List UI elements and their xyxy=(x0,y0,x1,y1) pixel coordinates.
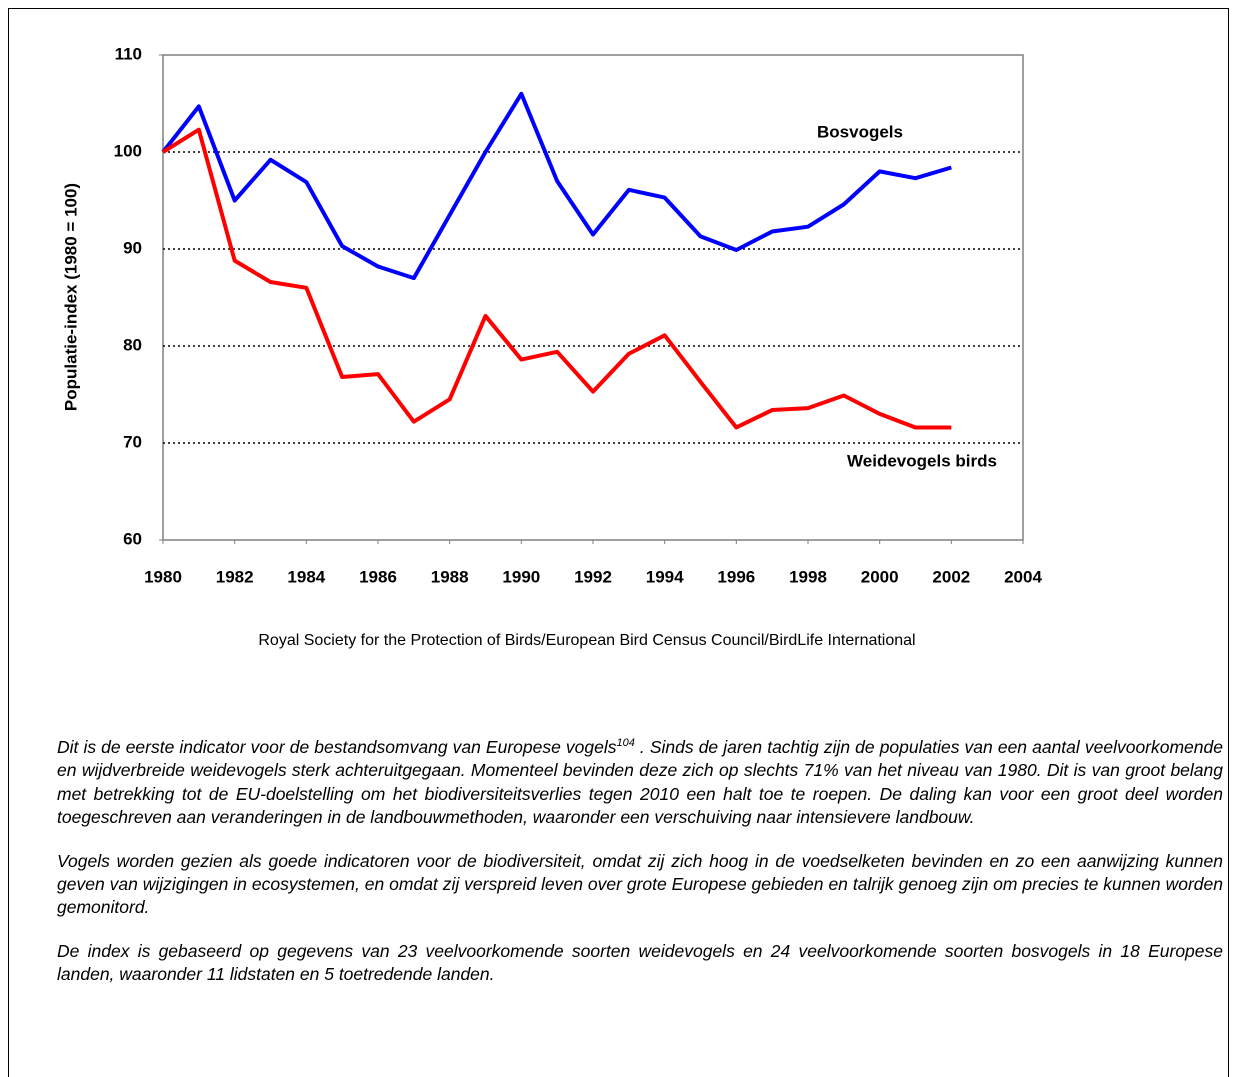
frame xyxy=(8,8,1229,1077)
y-tick-label: 80 xyxy=(123,335,142,354)
paragraph: Dit is de eerste indicator voor de besta… xyxy=(57,736,1223,830)
superscript: 104 xyxy=(616,737,635,750)
x-tick-label: 2004 xyxy=(1004,567,1042,586)
paragraph: De index is gebaseerd op gegevens van 23… xyxy=(57,940,1223,985)
y-tick-label: 110 xyxy=(115,44,142,63)
x-tick-label: 1990 xyxy=(502,567,540,586)
series-label: Weidevogels birds xyxy=(847,451,997,470)
x-tick-label: 1998 xyxy=(789,567,827,586)
source: Royal Society for the Protection of Bird… xyxy=(258,632,915,649)
chart: Royal Society for the Protection of Bird… xyxy=(61,44,1042,649)
series-label: Bosvogels xyxy=(817,122,903,141)
notes: Dit is de eerste indicator voor de besta… xyxy=(57,736,1223,1007)
x-tick-label: 1986 xyxy=(359,567,397,586)
x-tick-label: 1996 xyxy=(717,567,755,586)
y-tick-label: 90 xyxy=(123,238,142,257)
x-tick-label: 2000 xyxy=(861,567,899,586)
x-tick-label: 1980 xyxy=(144,567,182,586)
y-tick-label: 70 xyxy=(123,432,142,451)
y-tick-label: 100 xyxy=(114,141,142,160)
series-line xyxy=(161,91,952,281)
y-axis-label: Populatie-index (1980 = 100) xyxy=(61,183,80,411)
x-tick-label: 1982 xyxy=(216,567,254,586)
series-line xyxy=(161,127,952,430)
paragraph: Vogels worden gezien als goede indicator… xyxy=(57,850,1223,918)
x-tick-label: 2002 xyxy=(932,567,970,586)
x-tick-label: 1992 xyxy=(574,567,612,586)
text: Dit is de eerste indicator voor de besta… xyxy=(57,737,617,757)
x-tick-label: 1994 xyxy=(646,567,684,586)
x-tick-label: 1988 xyxy=(431,567,469,586)
y-tick-label: 60 xyxy=(123,529,142,548)
text: . Sinds de jaren tachtig zijn de populat… xyxy=(57,737,1223,828)
x-tick-label: 1984 xyxy=(287,567,325,586)
